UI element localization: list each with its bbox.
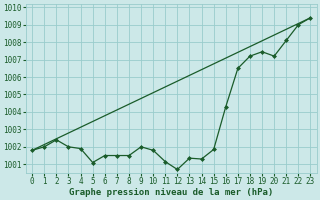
X-axis label: Graphe pression niveau de la mer (hPa): Graphe pression niveau de la mer (hPa) — [69, 188, 274, 197]
